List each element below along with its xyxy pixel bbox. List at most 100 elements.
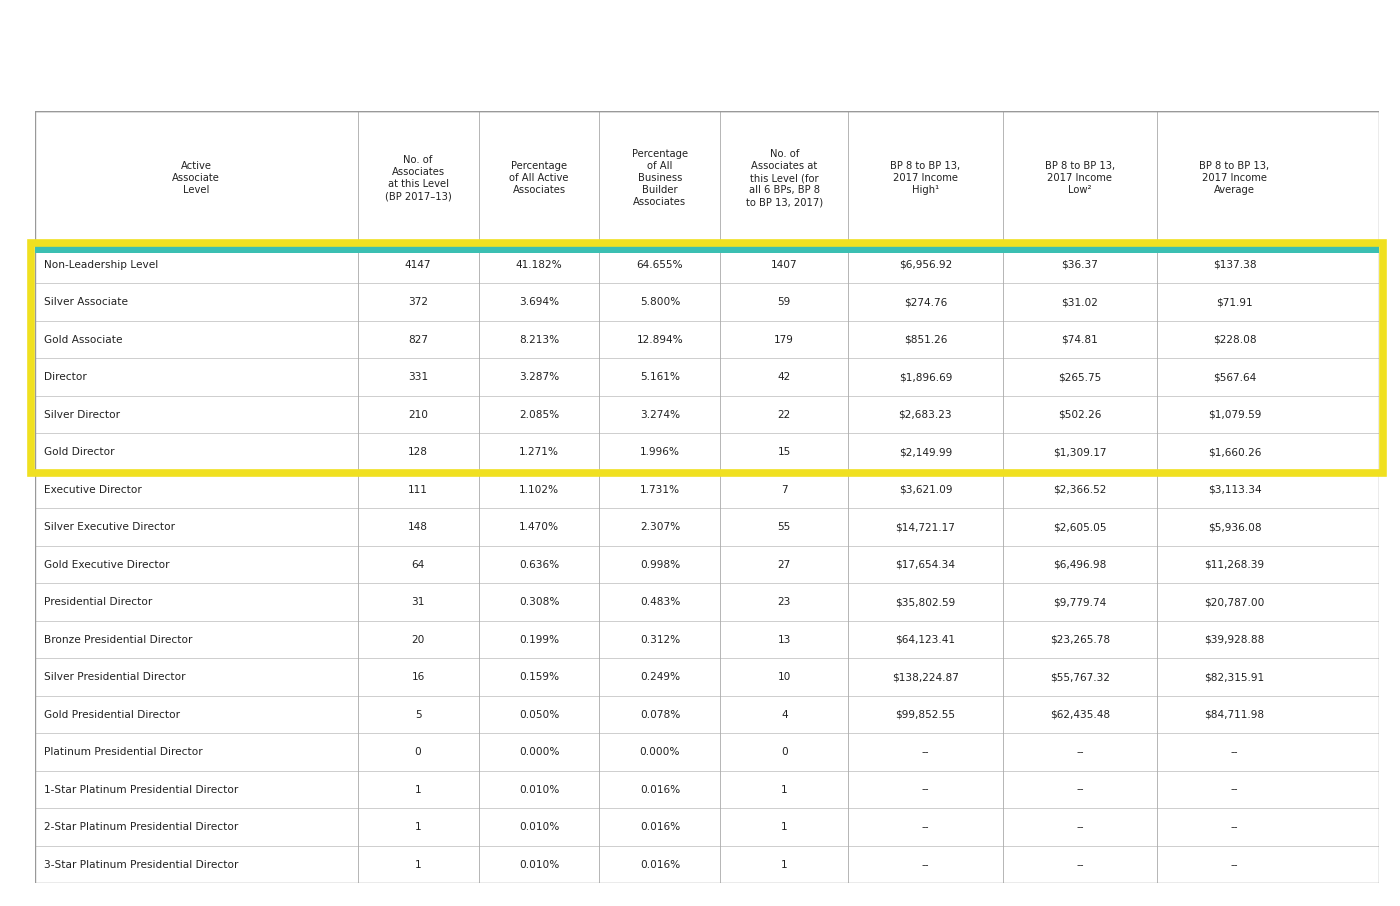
Text: Bronze Presidential Director: Bronze Presidential Director	[45, 634, 193, 644]
Text: --: --	[1231, 822, 1238, 832]
Text: 1: 1	[781, 860, 788, 870]
Bar	[35, 808, 1379, 846]
Text: $39,928.88: $39,928.88	[1204, 634, 1264, 644]
Bar	[31, 244, 1383, 473]
Text: 31: 31	[412, 597, 424, 607]
Bar	[35, 508, 1379, 545]
Text: Silver Associate: Silver Associate	[45, 297, 129, 307]
Text: 0.312%: 0.312%	[640, 634, 680, 644]
Text: $82,315.91: $82,315.91	[1204, 672, 1264, 682]
Text: 0.000%: 0.000%	[519, 747, 559, 757]
Text: $502.26: $502.26	[1058, 410, 1102, 419]
Text: 1.731%: 1.731%	[640, 485, 680, 495]
Text: $17,654.34: $17,654.34	[896, 560, 955, 570]
Text: 2.307%: 2.307%	[640, 522, 680, 532]
Text: 331: 331	[407, 372, 428, 382]
Bar	[35, 771, 1379, 808]
Text: $2,683.23: $2,683.23	[899, 410, 952, 419]
Text: $274.76: $274.76	[904, 297, 946, 307]
Text: 20: 20	[412, 634, 424, 644]
Text: BP 8 to BP 13,
2017 Income
High¹: BP 8 to BP 13, 2017 Income High¹	[890, 161, 960, 195]
Text: $74.81: $74.81	[1061, 334, 1099, 344]
Text: 1: 1	[414, 822, 421, 832]
Text: --: --	[1231, 860, 1238, 870]
Text: $14,721.17: $14,721.17	[896, 522, 955, 532]
Text: 0.636%: 0.636%	[519, 560, 559, 570]
Text: Percentage
of All
Business
Builder
Associates: Percentage of All Business Builder Assoc…	[631, 149, 687, 207]
Text: $567.64: $567.64	[1212, 372, 1256, 382]
Text: Silver Executive Director: Silver Executive Director	[45, 522, 175, 532]
Text: 10: 10	[777, 672, 791, 682]
Text: 27: 27	[777, 560, 791, 570]
Polygon shape	[18, 26, 76, 79]
Text: Executive Director: Executive Director	[45, 485, 143, 495]
Text: $1,896.69: $1,896.69	[899, 372, 952, 382]
Text: --: --	[921, 747, 930, 757]
Text: 42: 42	[777, 372, 791, 382]
Text: $23,265.78: $23,265.78	[1050, 634, 1110, 644]
Text: 3.694%: 3.694%	[519, 297, 559, 307]
Text: 0.016%: 0.016%	[640, 822, 680, 832]
Text: 1-Star Platinum Presidential Director: 1-Star Platinum Presidential Director	[45, 785, 238, 795]
Text: 8.213%: 8.213%	[519, 334, 559, 344]
Text: 22: 22	[777, 410, 791, 419]
Text: 0.199%: 0.199%	[519, 634, 559, 644]
Bar	[35, 433, 1379, 471]
Text: --: --	[1077, 747, 1084, 757]
Text: 0.010%: 0.010%	[519, 785, 559, 795]
Text: 827: 827	[407, 334, 428, 344]
Text: $6,496.98: $6,496.98	[1053, 560, 1106, 570]
Text: $5,936.08: $5,936.08	[1208, 522, 1261, 532]
Text: 13: 13	[777, 634, 791, 644]
Text: $3,113.34: $3,113.34	[1208, 485, 1261, 495]
Text: --: --	[1077, 822, 1084, 832]
Text: 64.655%: 64.655%	[637, 259, 683, 269]
Bar	[35, 111, 1379, 246]
Text: 15: 15	[777, 447, 791, 457]
Bar	[35, 846, 1379, 883]
Text: 0.010%: 0.010%	[519, 860, 559, 870]
Text: 0.249%: 0.249%	[640, 672, 680, 682]
Text: $1,309.17: $1,309.17	[1053, 447, 1107, 457]
Text: 128: 128	[407, 447, 428, 457]
Polygon shape	[77, 26, 134, 79]
Bar	[35, 696, 1379, 733]
Bar	[35, 246, 1379, 253]
Text: 0.016%: 0.016%	[640, 785, 680, 795]
Bar	[35, 659, 1379, 696]
Text: Gold Executive Director: Gold Executive Director	[45, 560, 169, 570]
Text: --: --	[1077, 860, 1084, 870]
Text: 1.102%: 1.102%	[519, 485, 559, 495]
Text: Gold Presidential Director: Gold Presidential Director	[45, 709, 181, 719]
Text: No. of
Associates at
this Level (for
all 6 BPs, BP 8
to BP 13, 2017): No. of Associates at this Level (for all…	[746, 149, 823, 207]
Text: 179: 179	[774, 334, 794, 344]
Text: 1.271%: 1.271%	[519, 447, 559, 457]
Bar	[35, 246, 1379, 284]
Text: 3.287%: 3.287%	[519, 372, 559, 382]
Text: 1407: 1407	[771, 259, 798, 269]
Text: 210: 210	[407, 410, 428, 419]
Text: 1: 1	[414, 860, 421, 870]
Bar	[35, 545, 1379, 583]
Text: 1.470%: 1.470%	[519, 522, 559, 532]
Text: 148: 148	[407, 522, 428, 532]
Text: $851.26: $851.26	[904, 334, 946, 344]
Text: $36.37: $36.37	[1061, 259, 1099, 269]
Text: $84,711.98: $84,711.98	[1204, 709, 1264, 719]
Text: 2-Star Platinum Presidential Director: 2-Star Platinum Presidential Director	[45, 822, 238, 832]
Text: $6,956.92: $6,956.92	[899, 259, 952, 269]
Text: 16: 16	[412, 672, 424, 682]
Text: --: --	[1231, 785, 1238, 795]
Text: 55: 55	[777, 522, 791, 532]
Text: Platinum Presidential Director: Platinum Presidential Director	[45, 747, 203, 757]
Text: 0.159%: 0.159%	[519, 672, 559, 682]
Text: Gold Associate: Gold Associate	[45, 334, 123, 344]
Text: --: --	[1077, 785, 1084, 795]
Text: 5.800%: 5.800%	[640, 297, 680, 307]
Text: $62,435.48: $62,435.48	[1050, 709, 1110, 719]
Text: 1: 1	[781, 822, 788, 832]
Text: --: --	[921, 822, 930, 832]
Text: 3.274%: 3.274%	[640, 410, 680, 419]
Text: BP 8 to BP 13,
2017 Income
Average: BP 8 to BP 13, 2017 Income Average	[1200, 161, 1270, 195]
Text: $11,268.39: $11,268.39	[1204, 560, 1264, 570]
